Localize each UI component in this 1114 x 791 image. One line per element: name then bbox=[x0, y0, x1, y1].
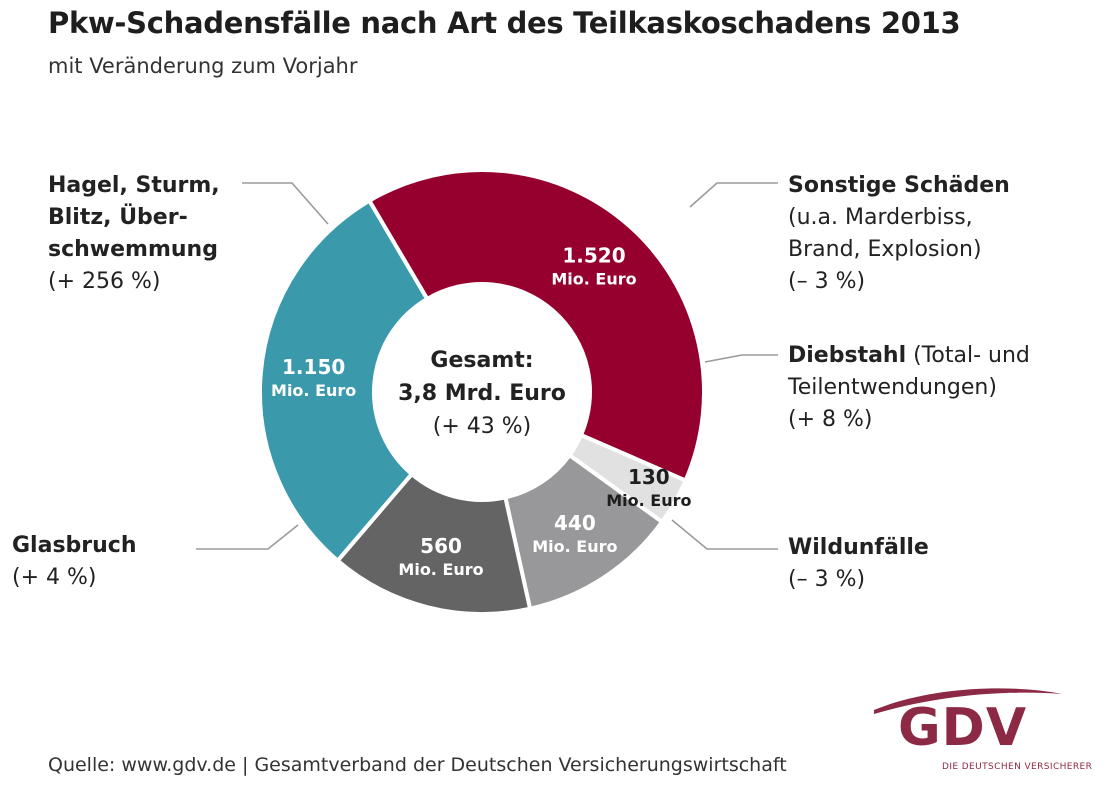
gdv-logo-swoosh bbox=[874, 688, 1062, 714]
label-diebstahl-change: (+ 8 %) bbox=[788, 407, 873, 432]
slice-value-hagel: 1.520 bbox=[562, 243, 625, 267]
chart-subtitle: mit Veränderung zum Vorjahr bbox=[48, 54, 358, 78]
label-sonstige-name: Sonstige Schäden bbox=[788, 173, 1010, 198]
chart-title: Pkw-Schadensfälle nach Art des Teilkasko… bbox=[48, 6, 961, 40]
label-diebstahl: Diebstahl (Total- und Teilentwendungen) … bbox=[788, 340, 1030, 436]
label-hagel-line3: schwemmung bbox=[48, 237, 218, 262]
center-label-change: (+ 43 %) bbox=[433, 414, 531, 439]
label-wildunfaelle-name: Wildunfälle bbox=[788, 535, 929, 560]
label-glasbruch: Glasbruch (+ 4 %) bbox=[12, 530, 137, 594]
label-wildunfaelle: Wildunfälle (– 3 %) bbox=[788, 532, 929, 596]
slice-value-diebstahl: 440 bbox=[554, 511, 596, 535]
center-label-total: 3,8 Mrd. Euro bbox=[398, 381, 566, 406]
slice-unit-sonstige: Mio. Euro bbox=[606, 491, 691, 510]
center-label: Gesamt: 3,8 Mrd. Euro (+ 43 %) bbox=[398, 348, 566, 439]
slice-unit-diebstahl: Mio. Euro bbox=[532, 537, 617, 556]
label-diebstahl-name: Diebstahl bbox=[788, 343, 907, 368]
label-hagel: Hagel, Sturm, Blitz, Über- schwemmung (+… bbox=[48, 170, 220, 298]
source-note: Quelle: www.gdv.de | Gesamtverband der D… bbox=[48, 754, 787, 776]
leader-line-hagel bbox=[242, 182, 329, 225]
label-diebstahl-name-rest: (Total- und bbox=[906, 343, 1030, 368]
slice-value-wildunfälle: 560 bbox=[420, 534, 462, 558]
label-hagel-line2: Blitz, Über- bbox=[48, 205, 188, 230]
label-hagel-change: (+ 256 %) bbox=[48, 269, 161, 294]
slice-value-glasbruch: 1.150 bbox=[282, 355, 345, 379]
gdv-logo: GDV DIE DEUTSCHEN VERSICHERER bbox=[872, 682, 1092, 782]
slice-unit-hagel: Mio. Euro bbox=[551, 269, 636, 288]
gdv-logo-subtitle: DIE DEUTSCHEN VERSICHERER bbox=[942, 762, 1093, 772]
slice-value-sonstige: 130 bbox=[628, 465, 670, 489]
label-sonstige-line3: Brand, Explosion) bbox=[788, 237, 982, 262]
label-sonstige: Sonstige Schäden (u.a. Marderbiss, Brand… bbox=[788, 170, 1010, 298]
label-sonstige-line2: (u.a. Marderbiss, bbox=[788, 205, 973, 230]
slice-unit-wildunfälle: Mio. Euro bbox=[398, 560, 483, 579]
donut-slices bbox=[258, 168, 706, 616]
gdv-logo-text: GDV bbox=[898, 698, 1028, 758]
label-hagel-line1: Hagel, Sturm, bbox=[48, 173, 220, 198]
slice-glasbruch bbox=[258, 198, 430, 563]
center-label-title: Gesamt: bbox=[430, 348, 533, 373]
leader-line-glas bbox=[196, 524, 299, 550]
leader-line-wild bbox=[671, 519, 778, 550]
label-sonstige-change: (– 3 %) bbox=[788, 269, 866, 294]
leader-line-diebstahl bbox=[704, 354, 778, 363]
leader-line-sonstige bbox=[689, 182, 778, 208]
slice-hagel bbox=[367, 168, 706, 483]
label-wildunfaelle-change: (– 3 %) bbox=[788, 567, 866, 592]
label-glasbruch-change: (+ 4 %) bbox=[12, 565, 97, 590]
slice-unit-glasbruch: Mio. Euro bbox=[271, 381, 356, 400]
slice-value-labels: 1.520 Mio. Euro 130 Mio. Euro 440 Mio. Euro 56… bbox=[271, 243, 691, 579]
slice-wildunfälle bbox=[335, 472, 533, 616]
label-diebstahl-line2: Teilentwendungen) bbox=[788, 375, 997, 400]
leader-lines bbox=[196, 182, 778, 550]
label-glasbruch-name: Glasbruch bbox=[12, 533, 137, 558]
